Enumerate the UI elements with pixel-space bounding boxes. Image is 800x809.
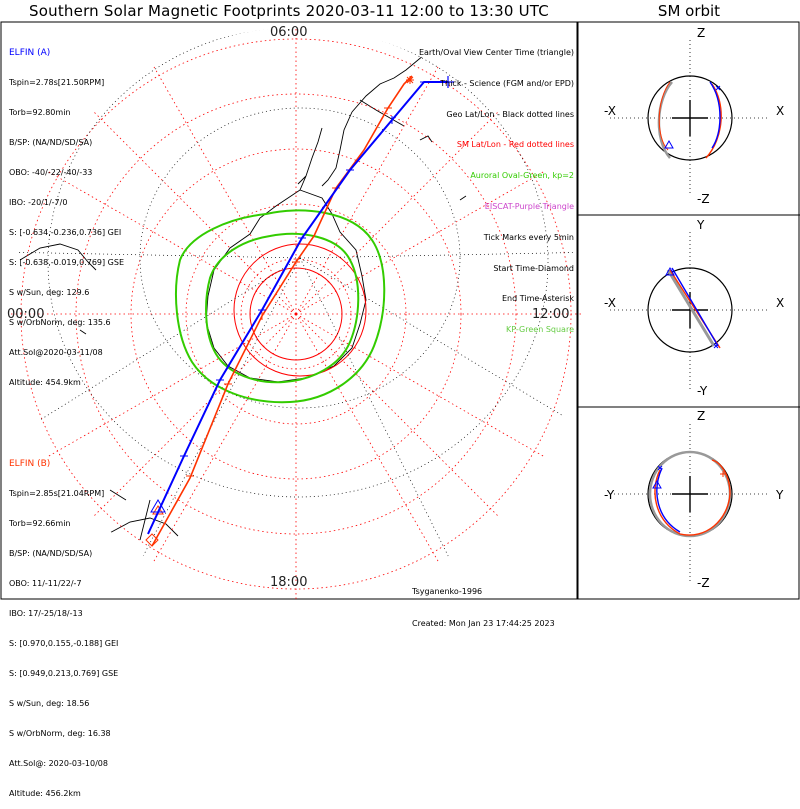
clock-label-right: 12:00 [532, 307, 570, 322]
orbit-panel-yz [610, 424, 770, 582]
elfin-a-line: Torb=92.80min [9, 108, 71, 117]
elfin-b-line: S: [0.949,0.213,0.769] GSE [9, 669, 119, 678]
sm-orbit-plots [578, 40, 800, 582]
clock-label-top: 06:00 [270, 25, 308, 40]
elfin-b-line: B/SP: (NA/ND/SD/SA) [9, 549, 93, 558]
orbit3-bottom: -Z [697, 576, 710, 590]
orbit2-right: X [776, 296, 785, 310]
auroral-oval-inner [205, 232, 360, 384]
orbit1-left: -X [604, 104, 616, 118]
orbit2-bottom: -Y [697, 384, 708, 398]
geo-grid [10, 28, 582, 600]
elfin-a-line: Tspin=2.78s[21.50RPM] [9, 78, 105, 87]
islands [79, 135, 467, 561]
antarctic-peninsula [297, 127, 323, 191]
elfin-a-info: ELFIN (A) Tspin=2.78s[21.50RPM] Torb=92.… [9, 28, 124, 398]
elfin-b-line: S: [0.970,0.155,-0.188] GEI [9, 639, 119, 648]
auroral-oval-outer [175, 209, 386, 404]
page-title: Southern Solar Magnetic Footprints 2020-… [29, 2, 549, 20]
elfin-a-line: S: [-0.634,-0.236,0.736] GEI [9, 228, 122, 237]
orbit-panel-xy [610, 232, 770, 390]
legend-item: Geo Lat/Lon - Black dotted lines [446, 109, 574, 119]
elfin-b-line: IBO: 17/-25/18/-13 [9, 609, 83, 618]
orbit2-top: Y [697, 218, 705, 232]
orbit3-left: -Y [604, 488, 615, 502]
legend: Earth/Oval View Center Time (triangle) T… [419, 28, 574, 346]
orbit1-top: Z [697, 26, 706, 40]
clock-label-left: 00:00 [7, 307, 45, 322]
elfin-b-line: S w/OrbNorm, deg: 16.38 [9, 729, 111, 738]
legend-item: KP-Green Square [505, 325, 574, 335]
elfin-a-line: S w/OrbNorm, deg: 135.6 [9, 318, 111, 327]
elfin-b-line: S w/Sun, deg: 18.56 [9, 699, 90, 708]
elfin-a-line: Altitude: 454.9km [9, 378, 81, 387]
orbit2-left: -X [604, 296, 616, 310]
clock-label-bottom: 18:00 [270, 575, 308, 590]
orbit1-bottom: -Z [697, 192, 710, 206]
elfin-b-line: OBO: 11/-11/22/-7 [9, 579, 82, 588]
sm-solid-ring [233, 243, 367, 377]
sm-grid [10, 28, 582, 600]
orbit-panel-xz [610, 40, 770, 195]
legend-item: SM Lat/Lon - Red dotted lines [456, 140, 574, 150]
africa-coastline [19, 243, 97, 271]
legend-item: Earth/Oval View Center Time (triangle) [418, 48, 574, 57]
elfin-a-track [147, 76, 454, 535]
elfin-b-label: ELFIN (B) [9, 459, 51, 469]
orbit1-right: X [776, 104, 785, 118]
elfin-b-line: Torb=92.66min [9, 519, 71, 528]
elfin-a-line: OBO: -40/-22/-40/-33 [9, 168, 93, 177]
main-plot [0, 21, 800, 600]
legend-item: Start Time-Diamond [493, 263, 574, 273]
elfin-a-label: ELFIN (A) [9, 48, 51, 58]
elfin-a-line: IBO: -20/1/-7/0 [9, 198, 68, 207]
elfin-b-line: Tspin=2.85s[21.04RPM] [9, 489, 105, 498]
orbit3-top: Z [697, 409, 706, 423]
sm-inner-ring [249, 267, 343, 361]
map-frame [0, 21, 578, 600]
elfin-b-line: Att.Sol@: 2020-03-10/08 [9, 759, 108, 768]
elfin-a-line: S: [-0.638,-0.019,0.769] GSE [9, 258, 124, 267]
legend-item: End Time-Asterisk [501, 294, 574, 304]
elfin-b-line: Altitude: 456.2km [9, 789, 81, 798]
elfin-a-line: B/SP: (NA/ND/SD/SA) [9, 138, 93, 147]
orbit3-right: Y [776, 488, 784, 502]
legend-item: EISCAT-Purple Triangle [484, 201, 574, 211]
credit-created: Created: Mon Jan 23 17:44:25 2023 [412, 618, 555, 628]
elfin-a-line: S w/Sun, deg: 129.6 [9, 288, 90, 297]
credit-model: Tsyganenko-1996 [412, 587, 483, 596]
legend-item: Thick - Science (FGM and/or EPD) [440, 78, 574, 88]
sm-orbit-title: SM orbit [657, 2, 721, 20]
legend-item: Auroral Oval-Green, kp=2 [470, 171, 574, 181]
legend-item: Tick Marks every 5min [483, 232, 574, 242]
map-layer [10, 28, 582, 600]
orbit-frame [577, 21, 800, 600]
elfin-a-line: Att.Sol@2020-03-11/08 [9, 348, 103, 357]
